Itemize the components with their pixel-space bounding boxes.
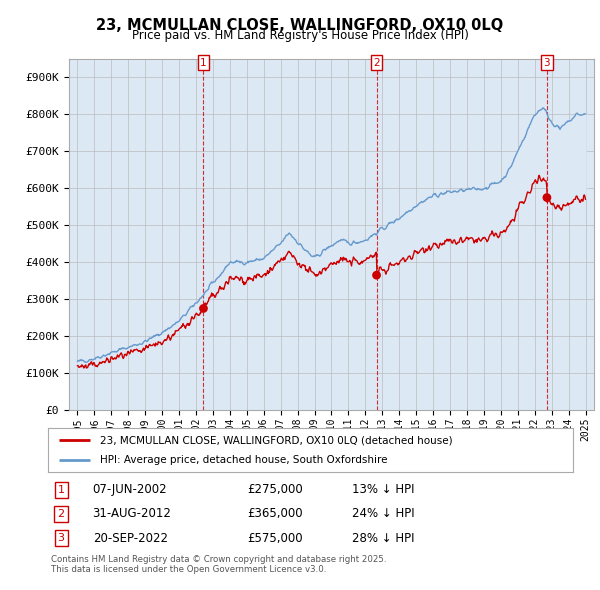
Text: 31-AUG-2012: 31-AUG-2012 xyxy=(92,507,172,520)
Text: £365,000: £365,000 xyxy=(248,507,303,520)
Point xyxy=(542,193,552,202)
Text: 23, MCMULLAN CLOSE, WALLINGFORD, OX10 0LQ (detached house): 23, MCMULLAN CLOSE, WALLINGFORD, OX10 0L… xyxy=(101,435,453,445)
Text: 1: 1 xyxy=(58,485,65,495)
Text: Contains HM Land Registry data © Crown copyright and database right 2025.
This d: Contains HM Land Registry data © Crown c… xyxy=(51,555,386,574)
Text: 24% ↓ HPI: 24% ↓ HPI xyxy=(353,507,415,520)
Text: 2: 2 xyxy=(373,58,380,68)
Text: £575,000: £575,000 xyxy=(248,532,303,545)
Text: HPI: Average price, detached house, South Oxfordshire: HPI: Average price, detached house, Sout… xyxy=(101,455,388,466)
Text: 1: 1 xyxy=(200,58,207,68)
Text: 20-SEP-2022: 20-SEP-2022 xyxy=(92,532,167,545)
Text: 2: 2 xyxy=(58,509,65,519)
Text: 07-JUN-2002: 07-JUN-2002 xyxy=(92,483,167,496)
Text: Price paid vs. HM Land Registry's House Price Index (HPI): Price paid vs. HM Land Registry's House … xyxy=(131,30,469,42)
Text: 3: 3 xyxy=(58,533,65,543)
Point xyxy=(199,304,208,313)
Text: £275,000: £275,000 xyxy=(248,483,303,496)
Text: 28% ↓ HPI: 28% ↓ HPI xyxy=(353,532,415,545)
Text: 23, MCMULLAN CLOSE, WALLINGFORD, OX10 0LQ: 23, MCMULLAN CLOSE, WALLINGFORD, OX10 0L… xyxy=(97,18,503,32)
Text: 3: 3 xyxy=(544,58,550,68)
Text: 13% ↓ HPI: 13% ↓ HPI xyxy=(353,483,415,496)
Point xyxy=(372,270,382,280)
